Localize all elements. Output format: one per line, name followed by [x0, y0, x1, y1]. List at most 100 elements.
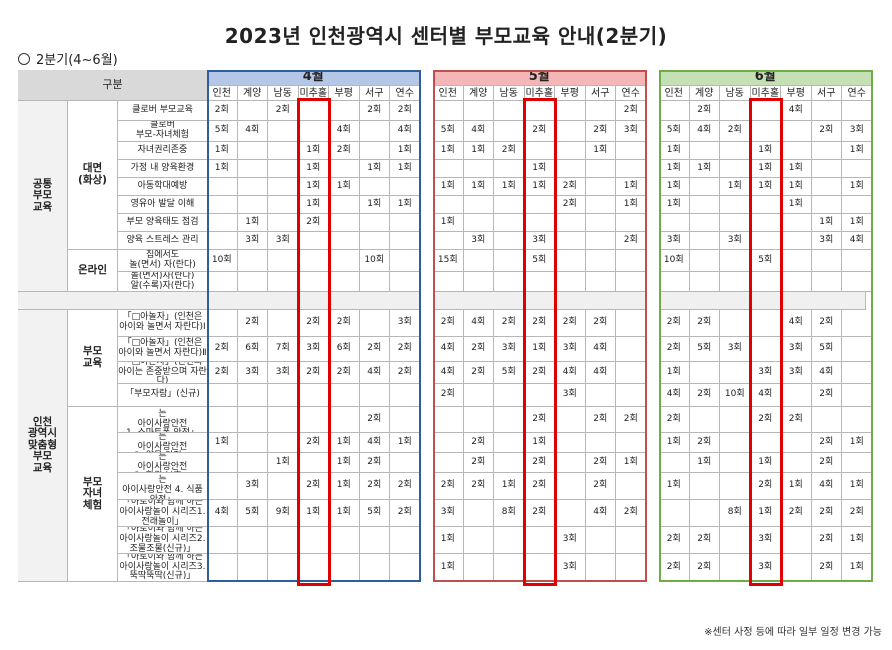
schedule-cell: 1회 — [750, 142, 781, 160]
schedule-cell: 1회 — [616, 178, 647, 196]
schedule-cell — [842, 250, 873, 272]
schedule-cell — [329, 384, 360, 407]
schedule-cell — [329, 232, 360, 250]
schedule-cell — [689, 214, 720, 232]
schedule-cell: 3회 — [781, 337, 812, 362]
schedule-cell: 2회 — [811, 453, 842, 473]
schedule-cell: 4회 — [842, 232, 873, 250]
schedule-cell: 1회 — [781, 196, 812, 214]
schedule-cell: 1회 — [781, 178, 812, 196]
schedule-cell — [689, 272, 720, 292]
schedule-cell: 3회 — [390, 310, 421, 337]
schedule-cell: 2회 — [616, 232, 647, 250]
schedule-cell — [524, 196, 555, 214]
schedule-cell — [659, 214, 690, 232]
schedule-cell: 5회 — [689, 337, 720, 362]
schedule-cell: 2회 — [555, 196, 586, 214]
schedule-cell: 1회 — [524, 433, 555, 453]
schedule-cell — [811, 272, 842, 292]
schedule-cell: 6회 — [329, 337, 360, 362]
schedule-cell — [463, 384, 494, 407]
schedule-cell — [720, 407, 751, 433]
schedule-cell — [494, 214, 525, 232]
center-header: 부평 — [555, 86, 586, 101]
schedule-cell: 8회 — [720, 500, 751, 527]
month-header: 4월 — [207, 70, 421, 86]
schedule-cell: 4회 — [585, 362, 616, 384]
schedule-cell: 1회 — [298, 160, 329, 178]
schedule-cell: 2회 — [433, 310, 464, 337]
schedule-cell: 2회 — [463, 362, 494, 384]
schedule-cell: 3회 — [268, 232, 299, 250]
schedule-cell — [268, 121, 299, 142]
schedule-cell: 2회 — [359, 407, 390, 433]
center-header: 미추홀 — [298, 86, 329, 101]
schedule-cell: 1회 — [842, 554, 873, 582]
schedule-cell: 1회 — [750, 160, 781, 178]
center-header: 계양 — [689, 86, 720, 101]
schedule-cell: 2회 — [811, 384, 842, 407]
schedule-cell: 10회 — [207, 250, 238, 272]
schedule-cell — [494, 232, 525, 250]
schedule-cell: 1회 — [207, 160, 238, 178]
schedule-cell — [298, 407, 329, 433]
schedule-cell: 2회 — [207, 101, 238, 121]
schedule-cell — [781, 232, 812, 250]
schedule-cell: 1회 — [524, 160, 555, 178]
schedule-cell — [268, 272, 299, 292]
schedule-cell — [433, 453, 464, 473]
schedule-cell — [689, 142, 720, 160]
schedule-cell: 2회 — [659, 554, 690, 582]
schedule-cell: 3회 — [555, 527, 586, 554]
schedule-cell — [811, 250, 842, 272]
schedule-cell: 2회 — [585, 407, 616, 433]
schedule-cell: 1회 — [659, 473, 690, 500]
schedule-cell — [463, 500, 494, 527]
schedule-cell: 1회 — [433, 554, 464, 582]
schedule-cell: 1회 — [781, 473, 812, 500]
schedule-cell: 4회 — [463, 310, 494, 337]
schedule-cell — [494, 527, 525, 554]
schedule-cell: 3회 — [750, 527, 781, 554]
program-name: 놀(면서)자(란다) 알(수록)자(란다) — [118, 272, 208, 292]
schedule-cell — [207, 527, 238, 554]
schedule-cell — [781, 142, 812, 160]
subgroup-label: 부모 자녀 체험 — [68, 407, 118, 582]
schedule-cell: 2회 — [659, 310, 690, 337]
schedule-cell — [433, 196, 464, 214]
schedule-cell — [463, 214, 494, 232]
schedule-cell — [268, 178, 299, 196]
schedule-cell: 3회 — [750, 554, 781, 582]
schedule-cell — [298, 250, 329, 272]
schedule-cell — [585, 554, 616, 582]
schedule-cell: 1회 — [390, 160, 421, 178]
schedule-cell: 2회 — [720, 121, 751, 142]
center-header: 인천 — [433, 86, 464, 101]
schedule-cell: 2회 — [689, 384, 720, 407]
schedule-cell: 3회 — [237, 473, 268, 500]
schedule-cell — [720, 214, 751, 232]
schedule-cell: 4회 — [750, 384, 781, 407]
schedule-cell — [555, 232, 586, 250]
schedule-cell: 1회 — [433, 178, 464, 196]
schedule-cell — [842, 407, 873, 433]
schedule-cell: 3회 — [463, 232, 494, 250]
schedule-cell — [494, 121, 525, 142]
schedule-cell — [524, 272, 555, 292]
schedule-cell — [359, 272, 390, 292]
schedule-cell: 1회 — [329, 453, 360, 473]
schedule-cell — [555, 407, 586, 433]
schedule-cell: 4회 — [555, 362, 586, 384]
schedule-cell: 2회 — [689, 310, 720, 337]
schedule-cell — [463, 272, 494, 292]
schedule-cell: 1회 — [616, 196, 647, 214]
schedule-cell: 4회 — [329, 121, 360, 142]
schedule-cell: 2회 — [616, 101, 647, 121]
schedule-cell: 4회 — [585, 500, 616, 527]
schedule-cell: 1회 — [659, 160, 690, 178]
schedule-cell: 1회 — [781, 160, 812, 178]
schedule-cell: 3회 — [811, 232, 842, 250]
schedule-cell — [207, 214, 238, 232]
schedule-cell — [842, 160, 873, 178]
schedule-cell: 2회 — [811, 527, 842, 554]
